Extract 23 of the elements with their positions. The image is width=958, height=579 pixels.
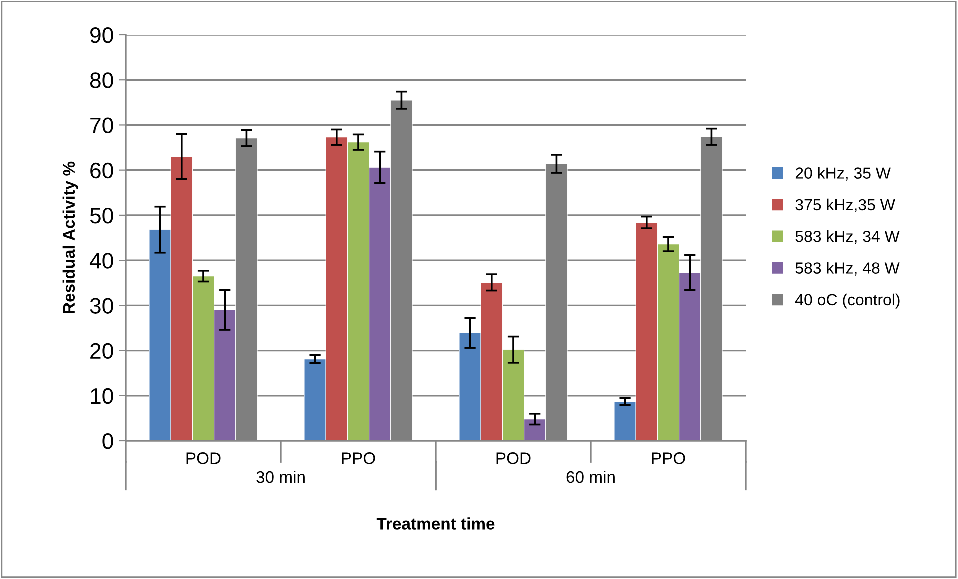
y-axis-title: Residual Activity % — [62, 162, 78, 314]
y-tick-label: 80 — [90, 72, 114, 88]
legend-label: 40 oC (control) — [796, 294, 900, 309]
y-tick-label: 70 — [90, 118, 114, 134]
y-tick-label: 60 — [90, 162, 114, 179]
legend-label: 20 kHz, 35 W — [796, 167, 891, 181]
y-tick-label: 10 — [91, 388, 114, 404]
y-tick-label: 20 — [90, 343, 114, 360]
text: 30 min — [256, 470, 305, 484]
x-tick-label: PPO — [652, 452, 686, 464]
x-axis-title: Treatment time — [376, 518, 495, 530]
y-tick-label: 30 — [90, 298, 114, 314]
legend-label: 583 kHz, 34 W — [796, 230, 900, 244]
legend-label: 583 kHz, 48 W — [796, 262, 900, 276]
text: 60 min — [566, 470, 615, 484]
y-tick-label: 90 — [90, 28, 114, 44]
y-tick-label: 40 — [90, 253, 114, 269]
x-tick-label: PPO — [342, 452, 376, 464]
x-tick-label: POD — [496, 452, 531, 464]
legend-label: 375 kHz,35 W — [796, 198, 896, 213]
y-tick-label: 0 — [102, 434, 114, 450]
y-tick-label: 50 — [90, 208, 114, 224]
x-tick-label: POD — [186, 452, 221, 464]
